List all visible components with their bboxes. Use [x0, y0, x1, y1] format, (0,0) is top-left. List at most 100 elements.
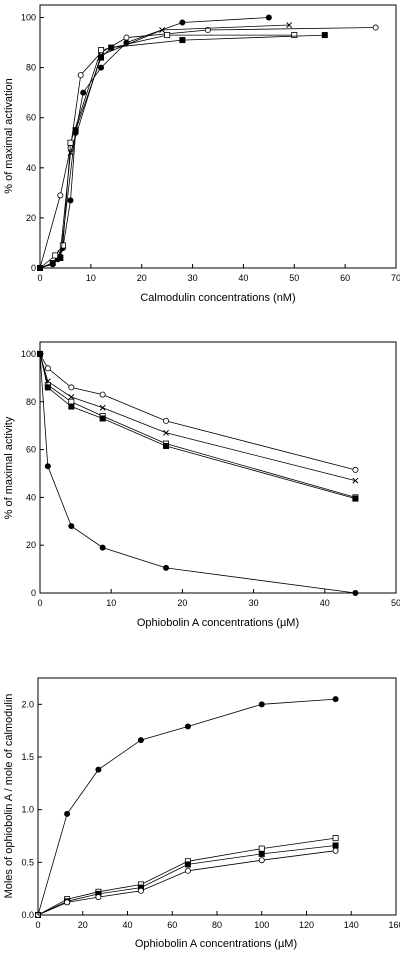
- plot-frame: [37, 677, 397, 916]
- data-point: [258, 701, 265, 708]
- data-point: [44, 463, 51, 470]
- data-point: [137, 737, 144, 744]
- data-point: [184, 861, 191, 868]
- data-point: [99, 415, 106, 422]
- series-filled-square: [37, 32, 328, 271]
- x-tick-label: 0: [35, 920, 40, 930]
- series-filled-square: [37, 350, 359, 502]
- data-point: [99, 544, 106, 551]
- x-axis-label: Calmodulin concentrations (nM): [140, 292, 295, 304]
- data-point: [332, 696, 339, 703]
- data-point: [95, 766, 102, 773]
- series-cross: [37, 350, 359, 484]
- x-tick-label: 40: [320, 598, 330, 608]
- y-tick-label: 60: [26, 113, 36, 123]
- data-point: [68, 384, 75, 391]
- series-open-circle: [35, 847, 339, 919]
- x-tick-label: 20: [137, 273, 147, 283]
- x-tick-label: 50: [289, 273, 299, 283]
- data-point: [258, 845, 265, 852]
- data-point: [286, 22, 293, 28]
- x-tick-label: 10: [86, 273, 96, 283]
- data-point: [291, 32, 298, 39]
- y-tick-label: 0: [31, 263, 36, 273]
- data-point: [332, 842, 339, 849]
- data-point: [163, 442, 170, 449]
- data-point: [98, 47, 105, 54]
- data-point: [164, 32, 171, 39]
- series-line: [39, 24, 290, 269]
- y-tick-label: 2.0: [21, 699, 34, 709]
- series-open-circle: [37, 24, 379, 271]
- y-tick-label: 0.0: [21, 910, 34, 920]
- data-point: [52, 252, 59, 259]
- data-point: [68, 403, 75, 410]
- data-point: [68, 394, 75, 400]
- data-point: [163, 429, 169, 436]
- y-axis-label: % of maximal activity: [3, 416, 15, 519]
- data-point: [184, 723, 191, 730]
- data-point: [68, 523, 75, 530]
- series-open-square: [37, 32, 298, 271]
- x-tick-label: 50: [391, 598, 400, 608]
- chart-panel-ophiobolin-activity: 0 10 20 30 40 50 0 20 40 60 80 100 Ophiobolin A co…: [3, 341, 400, 629]
- y-tick-label: 100: [21, 13, 36, 23]
- data-point: [332, 847, 339, 854]
- data-point: [64, 810, 71, 817]
- data-point: [137, 887, 144, 894]
- x-tick-label: 30: [188, 273, 198, 283]
- y-axis-label: % of maximal activation: [3, 78, 15, 194]
- data-point: [99, 404, 106, 411]
- chart-panel-calmodulin-activation: 0 10 20 30 40 50 60 70 0 20 40 60 80 100 Calmodulin …: [3, 4, 400, 304]
- data-point: [57, 192, 64, 199]
- data-point: [179, 37, 186, 44]
- data-point: [163, 417, 170, 424]
- data-point: [258, 850, 265, 857]
- x-tick-label: 30: [249, 598, 259, 608]
- data-point: [258, 857, 265, 864]
- x-tick-label: 70: [391, 273, 400, 283]
- data-point: [98, 54, 105, 61]
- x-tick-label: 80: [212, 920, 222, 930]
- x-ticks: 0 10 20 30 40 50 60 70: [37, 264, 400, 283]
- x-tick-label: 10: [106, 598, 116, 608]
- plot-frame: [39, 341, 397, 594]
- x-tick-label: 60: [340, 273, 350, 283]
- data-point: [44, 365, 51, 372]
- data-point: [67, 149, 74, 156]
- x-tick-label: 40: [238, 273, 248, 283]
- y-axis-label: Moles of ophiobolin A / mole of calmodul…: [3, 694, 15, 899]
- data-point: [95, 894, 102, 901]
- x-tick-label: 120: [299, 920, 314, 930]
- x-tick-label: 140: [344, 920, 359, 930]
- data-point: [80, 89, 87, 96]
- y-tick-label: 20: [26, 213, 36, 223]
- plot-marks: [37, 350, 359, 597]
- x-tick-label: 100: [254, 920, 269, 930]
- data-point: [44, 384, 51, 391]
- chart-panel-ophiobolin-binding: 0 20 40 60 80 100 120 140 160 0.0 0.5 1.0 1.5 2.0 Op…: [3, 677, 400, 950]
- series-line: [39, 34, 295, 269]
- data-point: [57, 254, 64, 261]
- series-cross: [37, 22, 293, 271]
- series-open-square: [35, 835, 339, 919]
- x-tick-label: 0: [37, 273, 42, 283]
- x-tick-label: 40: [122, 920, 132, 930]
- y-tick-label: 0: [31, 588, 36, 598]
- data-point: [204, 27, 211, 34]
- data-point: [67, 197, 74, 204]
- x-ticks: 0 20 40 60 80 100 120 140 160: [35, 911, 400, 930]
- x-tick-label: 160: [388, 920, 400, 930]
- x-axis-label: Ophiobolin A concentrations (µM): [137, 617, 299, 629]
- data-point: [352, 466, 359, 473]
- data-point: [179, 19, 186, 26]
- x-tick-label: 0: [37, 598, 42, 608]
- data-point: [372, 24, 379, 31]
- data-point: [59, 242, 66, 249]
- x-tick-label: 60: [167, 920, 177, 930]
- data-point: [184, 867, 191, 874]
- y-ticks: 0.0 0.5 1.0 1.5 2.0: [21, 699, 42, 920]
- series-line: [39, 353, 356, 594]
- data-point: [163, 564, 170, 571]
